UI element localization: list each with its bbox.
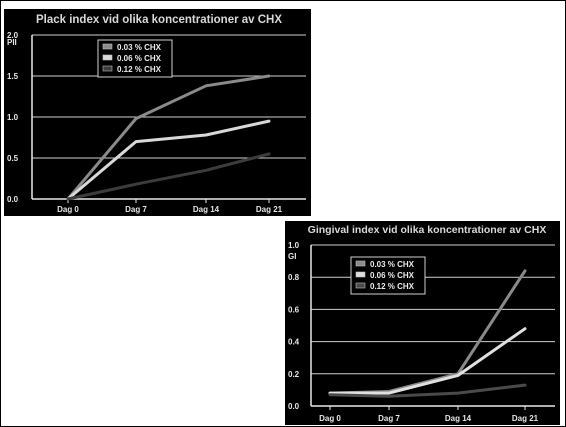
gingival-y-axis-label: GI bbox=[288, 252, 296, 261]
plack-y-tick-label: 0.0 bbox=[7, 195, 19, 204]
plack-legend-label: 0.12 % CHX bbox=[117, 65, 162, 74]
gingival-legend-swatch bbox=[355, 260, 366, 267]
gingival-index-chart-svg: Gingival index vid olika koncentrationer… bbox=[288, 224, 555, 423]
plack-index-chart-svg: Plack index vid olika koncentrationer av… bbox=[7, 14, 306, 214]
gingival-x-tick-label: Dag 14 bbox=[445, 414, 472, 423]
plack-series-line-1 bbox=[66, 74, 271, 201]
gingival-legend-label: 0.03 % CHX bbox=[370, 260, 415, 269]
plack-legend-swatch bbox=[102, 54, 113, 61]
gingival-y-tick-label: 1.0 bbox=[288, 241, 300, 250]
gingival-legend-label: 0.06 % CHX bbox=[370, 271, 415, 280]
gingival-series-line-2 bbox=[328, 327, 527, 395]
gingival-y-tick-label: 0.2 bbox=[288, 370, 300, 379]
plack-y-tick-label: 1.5 bbox=[7, 72, 19, 81]
gingival-x-tick-label: Dag 21 bbox=[512, 414, 539, 423]
plack-series-line-2 bbox=[66, 119, 271, 201]
plack-y-tick-label: 0.5 bbox=[7, 154, 19, 163]
plack-legend-label: 0.03 % CHX bbox=[117, 43, 162, 52]
gingival-y-tick-label: 0.8 bbox=[288, 273, 300, 282]
plack-x-tick-label: Dag 0 bbox=[57, 205, 79, 214]
plack-y-axis-label: PII bbox=[7, 38, 17, 47]
gingival-legend-swatch bbox=[355, 271, 366, 278]
gingival-y-tick-label: 0.4 bbox=[288, 338, 300, 347]
plack-legend-swatch bbox=[102, 43, 113, 50]
plack-chart-title: Plack index vid olika koncentrationer av… bbox=[36, 14, 282, 26]
plack-legend-label: 0.06 % CHX bbox=[117, 54, 162, 63]
gingival-legend-swatch bbox=[355, 282, 366, 289]
gingival-series-line-3 bbox=[328, 383, 527, 398]
plack-y-tick-label: 1.0 bbox=[7, 113, 19, 122]
gingival-x-tick-label: Dag 0 bbox=[319, 414, 341, 423]
gingival-y-tick-label: 0.6 bbox=[288, 305, 300, 314]
gingival-index-chart: Gingival index vid olika koncentrationer… bbox=[285, 221, 560, 425]
plack-index-chart: Plack index vid olika koncentrationer av… bbox=[4, 9, 311, 216]
plack-legend-swatch bbox=[102, 65, 113, 72]
plack-y-tick-label: 2.0 bbox=[7, 31, 19, 40]
gingival-chart-title: Gingival index vid olika koncentrationer… bbox=[308, 224, 547, 236]
gingival-legend-label: 0.12 % CHX bbox=[370, 282, 415, 291]
plack-x-tick-label: Dag 21 bbox=[256, 205, 283, 214]
gingival-y-tick-label: 0.0 bbox=[288, 402, 300, 411]
plack-x-tick-label: Dag 14 bbox=[193, 205, 220, 214]
plack-x-tick-label: Dag 7 bbox=[125, 205, 147, 214]
gingival-x-tick-label: Dag 7 bbox=[378, 414, 400, 423]
plack-series-line-3 bbox=[66, 152, 271, 201]
